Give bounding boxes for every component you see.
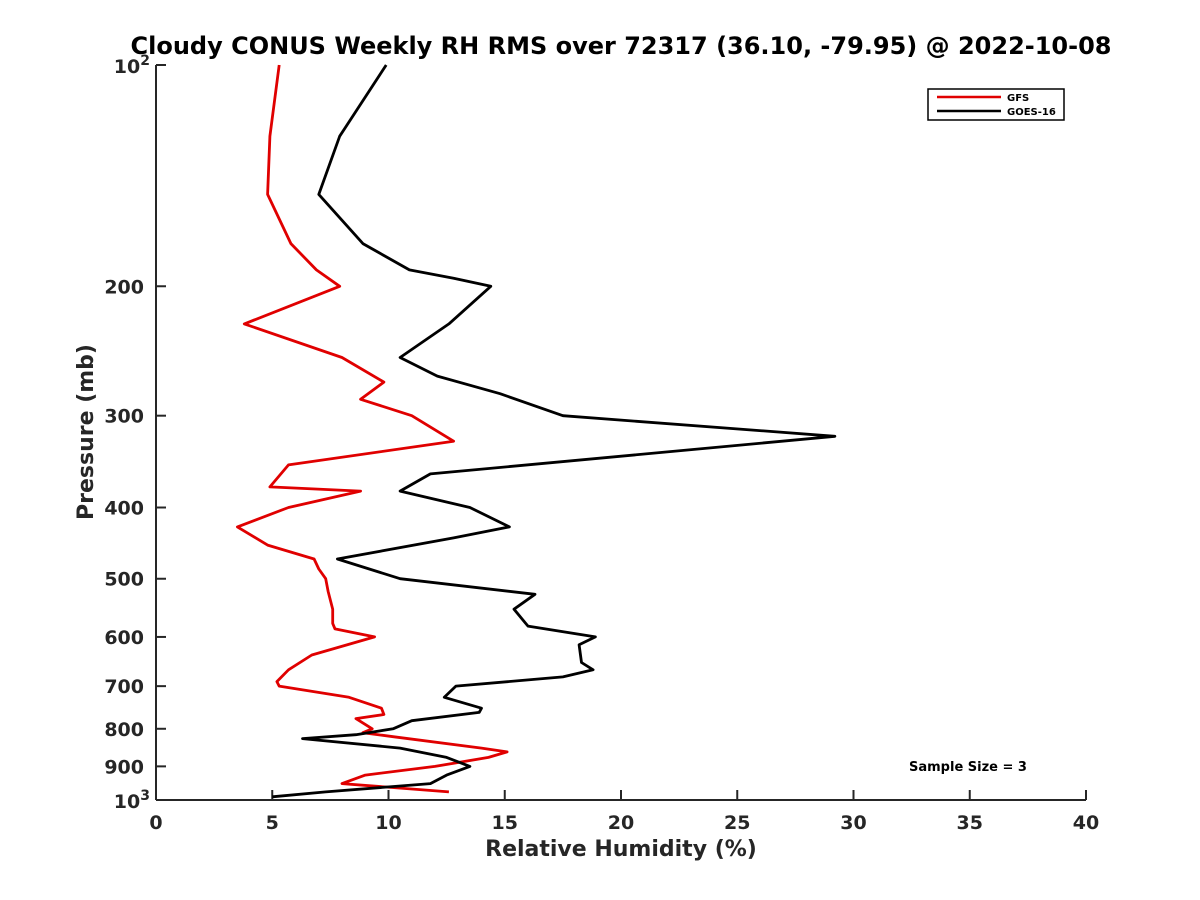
y-axis-label: Pressure (mb) — [74, 344, 99, 520]
y-tick-label: 900 — [104, 756, 144, 778]
x-tick-label: 20 — [608, 812, 634, 834]
y-tick-label: 800 — [104, 719, 144, 741]
y-tick-label: 400 — [104, 498, 144, 520]
series-line-goes-16 — [272, 64, 837, 799]
x-tick-label: 0 — [149, 812, 162, 834]
x-tick-label: 30 — [840, 812, 866, 834]
x-tick-label: 40 — [1073, 812, 1099, 834]
series-layer — [235, 64, 837, 799]
y-tick-label: 500 — [104, 569, 144, 591]
series-line-gfs — [235, 64, 509, 794]
legend: GFS GOES-16 — [927, 88, 1065, 121]
x-tick-label: 10 — [375, 812, 401, 834]
y-tick-label: 700 — [104, 676, 144, 698]
x-tick-label: 25 — [724, 812, 750, 834]
x-axis-label: Relative Humidity (%) — [485, 837, 757, 862]
legend-box — [927, 88, 1065, 121]
x-tick-label: 35 — [957, 812, 983, 834]
y-tick-label: 200 — [104, 276, 144, 298]
x-tick-label: 5 — [266, 812, 279, 834]
y-tick-label: 600 — [104, 627, 144, 649]
x-axis: 0 5 10 15 20 25 30 35 40 — [149, 790, 1099, 834]
legend-label-gfs: GFS — [1007, 93, 1029, 104]
x-tick-label: 15 — [492, 812, 518, 834]
y-axis: 102 200 300 400 500 600 700 800 900 103 — [104, 53, 166, 813]
y-tick-label: 102 — [114, 53, 150, 78]
sample-size-annotation: Sample Size = 3 — [909, 760, 1027, 775]
chart-title: Cloudy CONUS Weekly RH RMS over 72317 (3… — [131, 32, 1112, 60]
y-tick-label: 103 — [114, 788, 150, 813]
y-tick-label: 300 — [104, 406, 144, 428]
legend-label-goes16: GOES-16 — [1007, 107, 1056, 118]
